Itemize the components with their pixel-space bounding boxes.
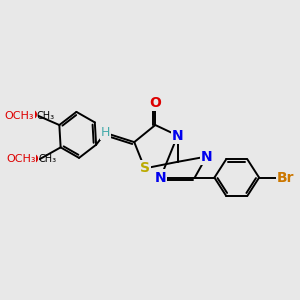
- Text: O: O: [26, 109, 37, 122]
- Text: CH₃: CH₃: [37, 111, 55, 121]
- Text: S: S: [140, 161, 150, 176]
- Text: N: N: [172, 128, 183, 142]
- Text: N: N: [201, 150, 212, 164]
- Text: OCH₃: OCH₃: [5, 111, 34, 121]
- Text: Br: Br: [277, 171, 294, 184]
- Text: CH₃: CH₃: [38, 154, 56, 164]
- Text: O: O: [28, 153, 38, 166]
- Text: N: N: [155, 171, 166, 184]
- Text: O: O: [149, 96, 161, 110]
- Text: OCH₃: OCH₃: [6, 154, 36, 164]
- Text: H: H: [100, 126, 110, 140]
